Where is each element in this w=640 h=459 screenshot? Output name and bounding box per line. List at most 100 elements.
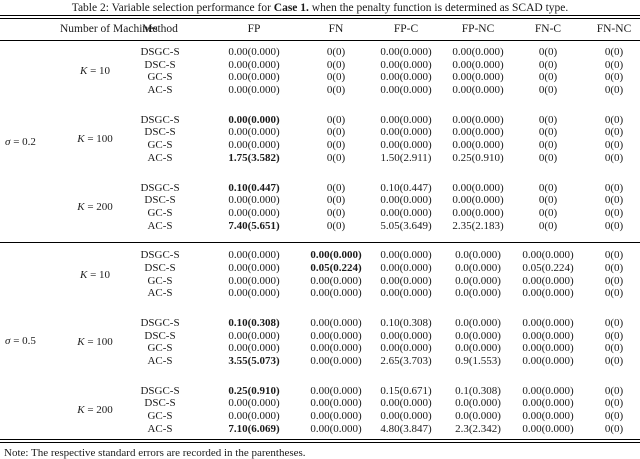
spacer-cell (0, 385, 60, 398)
spacer-cell (0, 317, 60, 330)
value-cell: 0(0) (538, 58, 558, 71)
value-cell: 0.00(0.000) (522, 317, 574, 329)
column-header-fn-nc: FN-NC (596, 23, 632, 35)
section-divider-rule (0, 242, 640, 244)
machine-block: K = 100 DSGC-S 0.10(0.308) 0.00(0.000) 0.10(… (0, 317, 640, 368)
value-cell: 7.40(5.651) (228, 219, 280, 232)
value-cell: 0.00(0.000) (310, 317, 362, 329)
value-cell: 0.00(0.000) (452, 84, 504, 97)
value-cell: 0.00(0.000) (522, 422, 574, 435)
value-cell: 0(0) (326, 206, 346, 219)
spacer-cell (0, 249, 60, 262)
value-cell: 0.00(0.000) (228, 139, 280, 152)
value-cell: 0.00(0.000) (228, 274, 280, 287)
spacer-cell (60, 423, 120, 436)
value-cell: 0(0) (326, 46, 346, 58)
value-cell: 0(0) (604, 249, 624, 262)
value-cell: 0(0) (604, 410, 624, 423)
value-cell: 0.00(0.000) (452, 181, 504, 194)
value-cell: 0.1(0.308) (455, 384, 501, 397)
table-row: DSC-S 0.00(0.000) 0(0) 0.00(0.000) 0.00(0.00… (0, 126, 640, 139)
k-label: K = 200 (77, 200, 113, 213)
table-row: DSGC-S 0.25(0.910) 0.00(0.000) 0.15(0.671) 0… (0, 385, 640, 398)
table-row: GC-S 0.00(0.000) 0.00(0.000) 0.00(0.000) 0.0… (0, 410, 640, 423)
spacer-cell (0, 287, 60, 300)
table-row: AC-S 0.00(0.000) 0(0) 0.00(0.000) 0.00(0.000… (0, 84, 640, 97)
method-cell: DSGC-S (140, 113, 180, 126)
value-cell: 0.00(0.000) (228, 71, 280, 84)
spacer-cell (0, 194, 60, 207)
machine-block: K = 10 DSGC-S 0.00(0.000) 0(0) 0.00(0.000) 0.… (0, 46, 640, 97)
value-cell: 0.0(0.000) (455, 342, 501, 355)
value-cell: 7.10(6.069) (228, 422, 280, 435)
table-row: GC-S 0.00(0.000) 0(0) 0.00(0.000) 0.00(0.000… (0, 71, 640, 84)
spacer-cell (60, 385, 120, 398)
machine-block: K = 100 DSGC-S 0.00(0.000) 0(0) 0.00(0.000) 0… (0, 114, 640, 165)
value-cell: 0.00(0.000) (380, 139, 432, 152)
value-cell: 0(0) (604, 46, 624, 58)
value-cell: 0.00(0.000) (228, 261, 280, 274)
table-row: DSGC-S 0.00(0.000) 0(0) 0.00(0.000) 0.00(0.0… (0, 114, 640, 127)
value-cell: 0(0) (538, 126, 558, 139)
value-cell: 1.50(2.911) (380, 151, 432, 164)
value-cell: 0.00(0.000) (380, 329, 432, 342)
value-cell: 0.0(0.000) (455, 261, 501, 274)
table-row: DSGC-S 0.10(0.308) 0.00(0.000) 0.10(0.308) 0… (0, 317, 640, 330)
value-cell: 0(0) (326, 139, 346, 152)
value-cell: 0.0(0.000) (455, 410, 501, 423)
value-cell: 0.00(0.000) (310, 384, 362, 397)
column-header-fp-c: FP-C (393, 23, 419, 35)
spacer-cell (60, 84, 120, 97)
spacer-cell (0, 330, 60, 343)
spacer-cell (60, 182, 120, 195)
caption-suffix: when the penalty function is determined … (308, 2, 569, 14)
value-cell: 0.00(0.000) (522, 329, 574, 342)
value-cell: 0.00(0.000) (228, 410, 280, 423)
section-sigma-0-5: σ = 0.5 K = 10 DSGC-S 0.00(0.000) 0.00(0.000… (0, 243, 640, 438)
table-row: DSC-S 0.00(0.000) 0(0) 0.00(0.000) 0.00(0.00… (0, 59, 640, 72)
method-cell: DSC-S (144, 329, 176, 342)
spacer-cell (60, 152, 120, 165)
method-cell: GC-S (147, 274, 173, 287)
column-header-fn-c: FN-C (534, 23, 562, 35)
value-cell: 0(0) (326, 126, 346, 139)
value-cell: 0.00(0.000) (380, 397, 432, 410)
value-cell: 0.00(0.000) (380, 274, 432, 287)
table-row: GC-S 0.00(0.000) 0.00(0.000) 0.00(0.000) 0.0… (0, 275, 640, 288)
value-cell: 0.00(0.000) (452, 58, 504, 71)
table-bottom-rule (0, 438, 640, 443)
value-cell: 0(0) (604, 126, 624, 139)
value-cell: 0(0) (604, 219, 624, 232)
table-row: DSC-S 0.00(0.000) 0.00(0.000) 0.00(0.000) 0.… (0, 397, 640, 410)
spacer-cell (0, 139, 60, 152)
value-cell: 0.00(0.000) (452, 46, 504, 58)
value-cell: 0.00(0.000) (380, 261, 432, 274)
value-cell: 0.00(0.000) (228, 126, 280, 139)
value-cell: 2.35(2.183) (452, 219, 504, 232)
value-cell: 0(0) (604, 342, 624, 355)
spacer-cell (60, 46, 120, 59)
value-cell: 0(0) (604, 355, 624, 368)
value-cell: 0.05(0.224) (310, 261, 362, 274)
value-cell: 0.00(0.000) (522, 287, 574, 300)
table-note: Note: The respective standard errors are… (4, 446, 306, 459)
value-cell: 0(0) (326, 113, 346, 126)
value-cell: 0.10(0.447) (380, 181, 432, 194)
value-cell: 0.00(0.000) (228, 397, 280, 410)
value-cell: 0(0) (538, 46, 558, 58)
value-cell: 0.00(0.000) (380, 113, 432, 126)
value-cell: 0.00(0.000) (380, 58, 432, 71)
spacer-cell (60, 287, 120, 300)
spacer-cell (0, 207, 60, 220)
spacer-cell (0, 59, 60, 72)
value-cell: 3.55(5.073) (228, 355, 280, 368)
table-caption: Table 2: Variable selection performance … (0, 2, 640, 15)
spacer-cell (0, 262, 60, 275)
value-cell: 0(0) (326, 84, 346, 97)
method-cell: AC-S (147, 287, 173, 300)
spacer-cell (0, 71, 60, 84)
k-label: K = 10 (79, 65, 111, 78)
spacer-cell (0, 46, 60, 59)
value-cell: 0.0(0.000) (455, 397, 501, 410)
method-cell: DSC-S (144, 126, 176, 139)
